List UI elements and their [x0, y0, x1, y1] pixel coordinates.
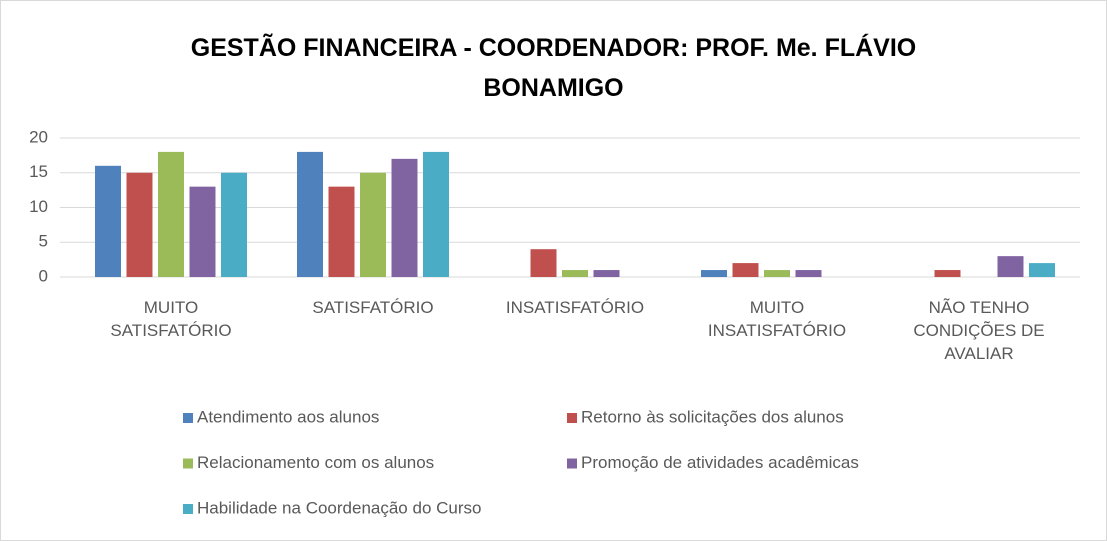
- bar: [328, 186, 355, 277]
- legend-swatch: [567, 458, 577, 469]
- bar: [391, 158, 418, 277]
- bar: [126, 172, 153, 277]
- legend-label: Promoção de atividades acadêmicas: [581, 453, 859, 472]
- bar: [997, 256, 1024, 277]
- bar: [562, 270, 588, 277]
- x-tick-label: SATISFATÓRIO: [312, 298, 434, 317]
- y-tick-label: 15: [29, 162, 48, 181]
- bar: [1029, 263, 1055, 277]
- bar: [701, 270, 727, 277]
- bar: [795, 270, 822, 277]
- x-tick-label: MUITO INSATISFATÓRIO: [707, 298, 847, 340]
- bar: [934, 270, 961, 277]
- bar: [764, 270, 790, 277]
- bar: [593, 270, 620, 277]
- bar: [732, 263, 759, 277]
- y-tick-label: 5: [39, 232, 48, 251]
- bar: [95, 165, 121, 277]
- legend-swatch: [183, 413, 193, 423]
- x-tick-label: INSATISFATÓRIO: [505, 298, 645, 317]
- bar: [158, 151, 184, 277]
- legend-swatch: [183, 458, 193, 469]
- y-tick-label: 20: [29, 127, 48, 146]
- bar: [423, 151, 449, 277]
- bar: [530, 249, 557, 277]
- legend-label: Habilidade na Coordenação do Curso: [197, 498, 481, 517]
- chart-title: GESTÃO FINANCEIRA - COORDENADOR: PROF. M…: [190, 34, 917, 102]
- legend-label: Atendimento aos alunos: [197, 407, 379, 426]
- x-tick-label: MUITO SATISFATÓRIO: [110, 298, 232, 340]
- bar: [189, 186, 216, 277]
- legend-label: Relacionamento com os alunos: [197, 453, 434, 472]
- legend-label: Retorno às solicitações dos alunos: [581, 407, 844, 426]
- bar: [360, 172, 386, 277]
- y-tick-label: 0: [39, 266, 48, 285]
- bar: [221, 172, 247, 277]
- legend-swatch: [567, 413, 577, 423]
- legend-swatch: [183, 504, 193, 514]
- bar: [297, 151, 323, 277]
- y-tick-label: 10: [29, 197, 48, 216]
- x-tick-label: NÃO TENHO CONDIÇÕES DE AVALIAR: [913, 298, 1045, 363]
